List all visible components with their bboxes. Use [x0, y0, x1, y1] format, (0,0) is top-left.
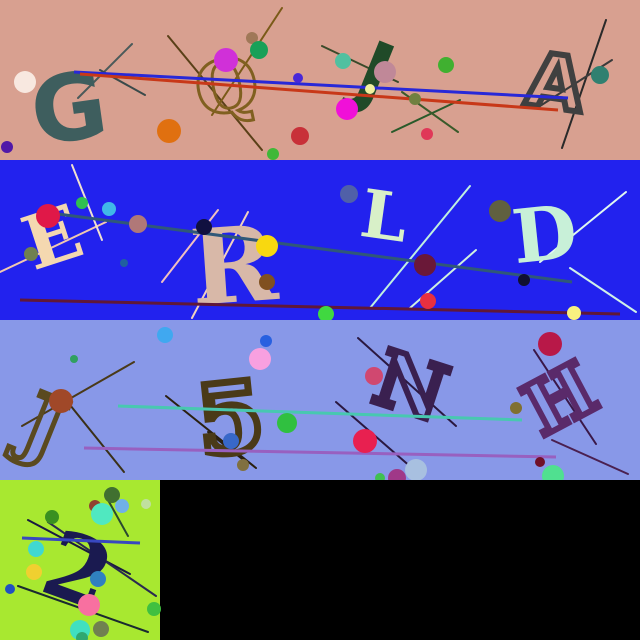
- captcha-row-4: 2: [0, 480, 640, 640]
- empty-area: [160, 480, 640, 640]
- row-4-noise-dots: [5, 487, 161, 640]
- row-2-noise-dots: [24, 185, 581, 322]
- row-4-strike-blue: [21, 536, 141, 545]
- row-4-background: [0, 480, 160, 640]
- captcha-row-2: E R L D: [0, 160, 640, 330]
- row-3-strike-violet: [83, 446, 557, 459]
- row-1-noise-dots: [1, 32, 609, 160]
- char-A: A: [521, 37, 590, 130]
- row-1-strike-blue: [73, 70, 569, 100]
- char-G: G: [24, 50, 114, 166]
- row-2-background: [0, 160, 640, 320]
- char-L: L: [356, 174, 413, 258]
- row-2-strike-maroon: [19, 298, 621, 316]
- row-3-strike-teal: [117, 404, 523, 422]
- char-D: D: [508, 189, 581, 281]
- row-1-strike-red: [79, 72, 559, 112]
- row-1-background: [0, 0, 640, 160]
- captcha-row-3: J 5 N H: [0, 320, 640, 487]
- char-5: 5: [191, 359, 269, 478]
- captcha-row-1: G Q J A: [0, 0, 640, 167]
